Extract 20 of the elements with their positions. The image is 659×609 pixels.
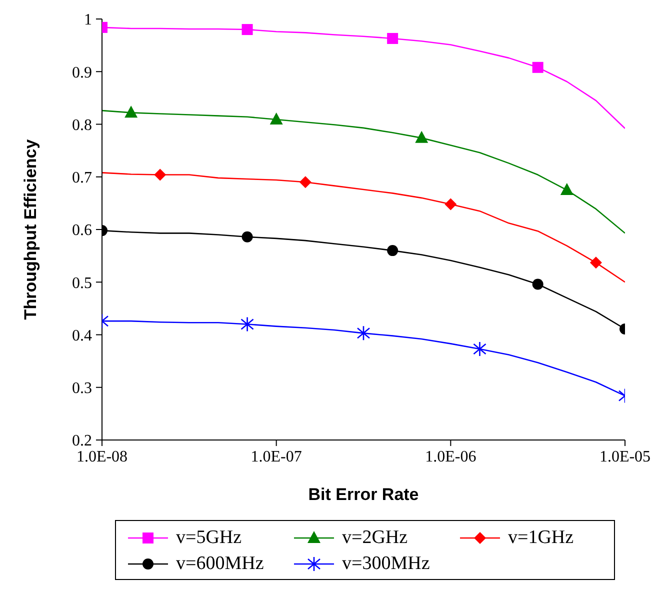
x-tick-label: 1.0E-07 xyxy=(250,448,302,466)
legend-label: v=300MHz xyxy=(342,553,430,575)
y-tick-label: 0.8 xyxy=(72,116,92,134)
y-tick-label: 0.4 xyxy=(72,327,92,344)
y-tick-label: 0.2 xyxy=(72,432,92,450)
x-tick-label: 1.0E-06 xyxy=(425,448,476,466)
y-tick-label: 1 xyxy=(84,12,92,29)
y-tick-label: 0.3 xyxy=(72,380,92,398)
y-axis-title: Throughput Efficiency xyxy=(21,138,40,320)
legend-label: v=1GHz xyxy=(508,527,574,549)
y-tick-label: 0.6 xyxy=(72,222,92,240)
y-tick-label: 0.9 xyxy=(72,64,92,82)
x-axis-title: Bit Error Rate xyxy=(308,485,419,504)
y-tick-label: 0.5 xyxy=(72,274,92,292)
x-tick-label: 1.0E-08 xyxy=(76,448,128,466)
legend-label: v=2GHz xyxy=(342,527,408,549)
x-tick-label: 1.0E-05 xyxy=(599,448,651,466)
legend-label: v=600MHz xyxy=(176,553,264,575)
legend-label: v=5GHz xyxy=(176,527,242,549)
y-tick-label: 0.7 xyxy=(72,170,92,187)
